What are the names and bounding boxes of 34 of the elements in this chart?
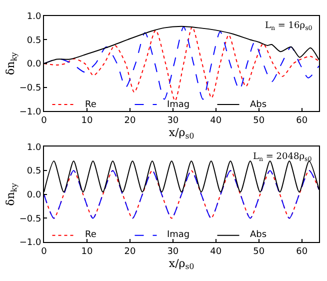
- x-tick-label: 60: [296, 116, 308, 126]
- x-tick-label: 50: [253, 116, 265, 126]
- x-tick-label: 0: [41, 116, 48, 126]
- legend-label: Abs: [250, 230, 267, 240]
- legend-label: Imag: [167, 230, 190, 240]
- annotation: L$_{n}$ = 16ρ$_{s0}$: [265, 21, 312, 32]
- x-tick-label: 20: [124, 246, 136, 257]
- legend-label: Re: [85, 230, 97, 240]
- y-tick-label: 1.0: [26, 12, 42, 22]
- x-tick-label: 60: [296, 246, 308, 257]
- y-tick-label: 0.5: [26, 36, 42, 46]
- annotation: L$_{n}$ = 2048ρ$_{s0}$: [253, 152, 312, 163]
- legend-label: Imag: [167, 100, 190, 110]
- x-tick-label: 10: [81, 116, 93, 126]
- y-tick-label: −1.0: [19, 238, 42, 248]
- x-axis-title: x/ρ$_{s0}$: [168, 126, 194, 140]
- x-tick-label: 0: [41, 246, 48, 257]
- x-tick-label: 30: [167, 246, 179, 257]
- y-tick-label: −0.5: [19, 84, 42, 94]
- x-tick-label: 30: [167, 116, 179, 126]
- y-tick-label: 1.0: [26, 142, 42, 153]
- y-tick-label: −1.0: [19, 107, 42, 118]
- x-tick-label: 10: [81, 246, 93, 257]
- x-tick-label: 20: [124, 116, 136, 126]
- x-tick-label: 40: [210, 246, 222, 257]
- x-tick-label: 40: [210, 116, 222, 126]
- legend-label: Re: [85, 100, 97, 110]
- y-tick-label: 0.5: [26, 166, 42, 177]
- legend-label: Abs: [250, 100, 267, 110]
- y-tick-label: 0.0: [26, 60, 42, 70]
- x-tick-label: 50: [253, 246, 265, 257]
- y-tick-label: −0.5: [19, 214, 42, 224]
- x-axis-title: x/ρ$_{s0}$: [168, 256, 194, 272]
- y-tick-label: 0.0: [26, 190, 42, 201]
